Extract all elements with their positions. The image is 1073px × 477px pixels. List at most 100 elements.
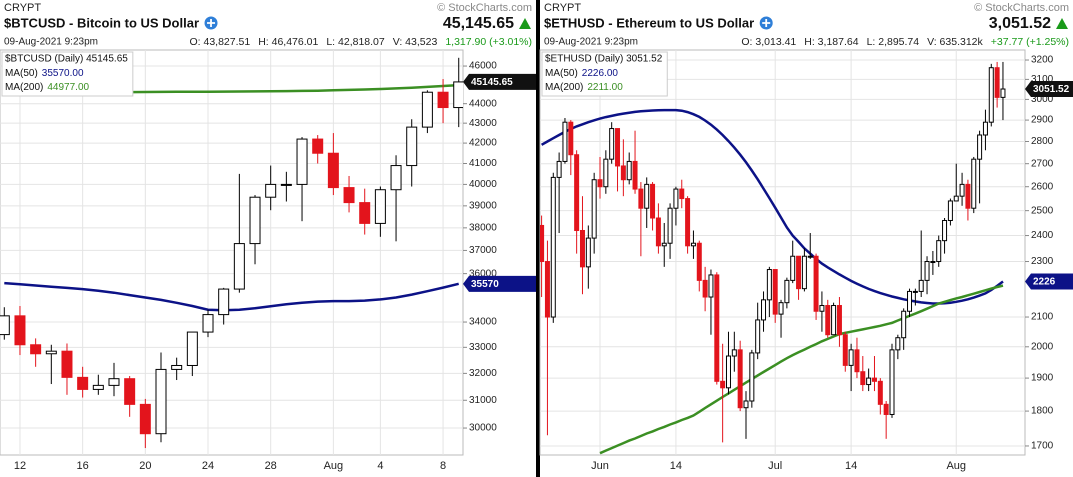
last-price: 3,051.52: [989, 15, 1051, 32]
candle-body: [796, 255, 802, 290]
candle-body: [421, 91, 433, 128]
candle-body: [374, 189, 386, 224]
candle-body: [690, 242, 696, 247]
candle-body: [544, 261, 550, 318]
candle-body: [825, 305, 831, 336]
x-tick-label: 24: [202, 460, 214, 472]
legend-value: 2211.00: [587, 82, 623, 93]
y-tick-label: 33000: [469, 342, 497, 353]
legend-title: $BTCUSD (Daily) 45145.65: [5, 54, 128, 65]
ma-marker-label: 35570: [471, 279, 499, 290]
candle-body: [848, 349, 854, 366]
candle-body: [953, 195, 959, 202]
x-tick-label: 14: [845, 460, 857, 472]
y-tick-label: 34000: [469, 317, 497, 328]
up-arrow: [1056, 18, 1068, 29]
price-marker-label: 3051.52: [1033, 84, 1070, 95]
y-tick-label: 30000: [469, 423, 497, 434]
up-arrow: [519, 18, 531, 29]
moving-average-line: [540, 108, 1004, 305]
y-tick-label: 3000: [1031, 94, 1054, 105]
x-tick-label: 14: [670, 460, 682, 472]
plot-area: [539, 49, 1026, 456]
candle-body: [924, 261, 930, 281]
ohlc-change-label: +37.77 (+1.25%): [991, 36, 1069, 48]
x-tick-label: 20: [139, 460, 151, 472]
legend-box: [1, 51, 134, 97]
candle-body: [650, 183, 656, 219]
candle-body: [390, 165, 402, 191]
candle-body: [218, 288, 230, 316]
candle-body: [61, 350, 73, 378]
y-tick-label: 44000: [469, 98, 497, 109]
candle-body: [720, 380, 726, 389]
credit: © StockCharts.com: [437, 2, 532, 14]
y-tick-label: 2800: [1031, 136, 1054, 147]
credit: © StockCharts.com: [974, 2, 1069, 14]
y-tick-label: 1900: [1031, 373, 1054, 384]
candle-body: [988, 67, 994, 123]
candle-body: [685, 198, 691, 247]
x-tick-label: 8: [440, 460, 446, 472]
candle-body: [918, 279, 924, 292]
candle-body: [679, 188, 685, 200]
candle-body: [766, 269, 772, 301]
y-tick-label: 43000: [469, 118, 497, 129]
candle-body: [597, 179, 603, 188]
candle-body: [866, 377, 872, 386]
y-tick-label: 32000: [469, 368, 497, 379]
candle-body: [603, 158, 609, 188]
legend-name: MA(50): [545, 68, 578, 79]
candle-body: [912, 290, 918, 293]
candle-body: [92, 384, 104, 390]
candle-body: [1000, 88, 1006, 98]
plot-area: [0, 49, 464, 456]
candle-body: [714, 274, 720, 382]
legend-value: 2226.00: [582, 68, 619, 79]
legend-entry: MA(200) 2211.00: [545, 82, 623, 93]
y-tick-label: 31000: [469, 395, 497, 406]
candle-body: [280, 183, 292, 186]
candle-body: [971, 158, 977, 209]
candle-body: [14, 315, 26, 346]
candle-body: [901, 310, 907, 339]
price-marker: [463, 73, 536, 90]
y-tick-label: 2500: [1031, 205, 1054, 216]
candle-body: [696, 242, 702, 281]
exchange: CRYPT: [544, 2, 581, 14]
candle-body: [30, 344, 42, 355]
candle-body: [907, 290, 913, 312]
y-tick-label: 41000: [469, 158, 497, 169]
candle-body: [842, 334, 848, 366]
ma-marker-label: 2226: [1033, 277, 1056, 288]
ohlc-open-label: O: 43,827.51: [189, 36, 250, 48]
candle-body: [574, 154, 580, 231]
candle-body: [977, 134, 983, 160]
candle-body: [761, 299, 767, 321]
candle-body: [871, 377, 877, 382]
candle-body: [819, 305, 825, 312]
candle-body: [626, 160, 632, 181]
candle-body: [327, 152, 339, 189]
candle-body: [772, 269, 778, 315]
candle-body: [437, 91, 449, 109]
chart-title: $ETHUSD - Ethereum to US Dollar: [544, 15, 754, 30]
candle-body: [784, 279, 790, 304]
y-tick-label: 40000: [469, 179, 497, 190]
candle-body: [831, 305, 837, 336]
candle-body: [155, 368, 167, 435]
candle-body: [638, 188, 644, 209]
candle-body: [725, 355, 731, 389]
date: 09-Aug-2021 9:23pm: [4, 37, 98, 48]
ma-marker: [463, 275, 536, 292]
y-tick-label: 39000: [469, 200, 497, 211]
y-tick-label: 2100: [1031, 312, 1054, 323]
y-tick-label: 2700: [1031, 158, 1054, 169]
ohlc-info: O: 43,827.51 H: 46,476.01 L: 42,818.07 V: 4…: [189, 36, 532, 48]
y-tick-label: 1700: [1031, 441, 1054, 452]
x-tick-label: Aug: [946, 460, 966, 472]
candle-body: [540, 224, 545, 263]
y-tick-label: 36000: [469, 268, 497, 279]
